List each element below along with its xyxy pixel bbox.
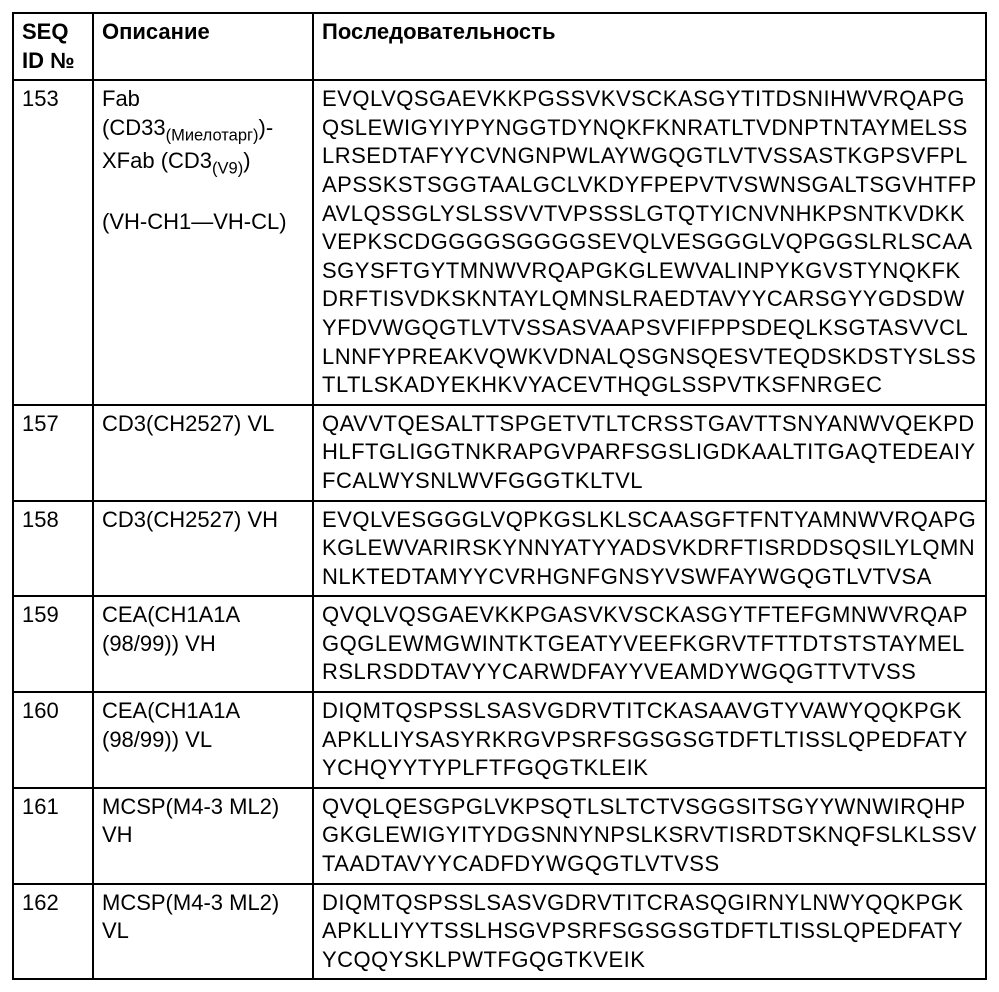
cell-sequence: QVQLQESGPGLVKPSQTLSLTCTVSGGSITSGYYWNWIRQ… [313,788,986,884]
cell-seqid: 160 [13,692,93,788]
table-row: 153 Fab (CD33(Миелотарг))-XFab (CD3(V9))… [13,80,986,405]
cell-description: Fab (CD33(Миелотарг))-XFab (CD3(V9)) (VH… [93,80,313,405]
cell-sequence: QVQLVQSGAEVKKPGASVKVSCKASGYTFTEFGMNWVRQA… [313,596,986,692]
table-row: 159 CEA(CH1A1A (98/99)) VH QVQLVQSGAEVKK… [13,596,986,692]
table-row: 160 CEA(CH1A1A (98/99)) VL DIQMTQSPSSLSA… [13,692,986,788]
cell-sequence: EVQLVESGGGLVQPKGSLKLSCAASGFTFNTYAMNWVRQA… [313,501,986,597]
cell-seqid: 157 [13,405,93,501]
table-header-row: SEQ ID № Описание Последовательность [13,13,986,80]
cell-description: MCSP(M4-3 ML2) VH [93,788,313,884]
cell-seqid: 159 [13,596,93,692]
cell-seqid: 162 [13,884,93,980]
cell-sequence: QAVVTQESALTTSPGETVTLTCRSSTGAVTTSNYANWVQE… [313,405,986,501]
cell-description: CEA(CH1A1A (98/99)) VL [93,692,313,788]
cell-seqid: 161 [13,788,93,884]
cell-sequence: EVQLVQSGAEVKKPGSSVKVSCKASGYTITDSNIHWVRQA… [313,80,986,405]
sequence-table: SEQ ID № Описание Последовательность 153… [12,12,987,980]
cell-sequence: DIQMTQSPSSLSASVGDRVTITCKASAAVGTYVAWYQQKP… [313,692,986,788]
cell-sequence: DIQMTQSPSSLSASVGDRVTITCRASQGIRNYLNWYQQKP… [313,884,986,980]
cell-description: CD3(CH2527) VH [93,501,313,597]
cell-description: CD3(CH2527) VL [93,405,313,501]
cell-seqid: 153 [13,80,93,405]
table-row: 162 MCSP(M4-3 ML2) VL DIQMTQSPSSLSASVGDR… [13,884,986,980]
table-row: 161 MCSP(M4-3 ML2) VH QVQLQESGPGLVKPSQTL… [13,788,986,884]
header-sequence: Последовательность [313,13,986,80]
table-row: 157 CD3(CH2527) VL QAVVTQESALTTSPGETVTLT… [13,405,986,501]
cell-description: MCSP(M4-3 ML2) VL [93,884,313,980]
header-seqid: SEQ ID № [13,13,93,80]
header-description: Описание [93,13,313,80]
cell-description: CEA(CH1A1A (98/99)) VH [93,596,313,692]
cell-seqid: 158 [13,501,93,597]
table-row: 158 CD3(CH2527) VH EVQLVESGGGLVQPKGSLKLS… [13,501,986,597]
